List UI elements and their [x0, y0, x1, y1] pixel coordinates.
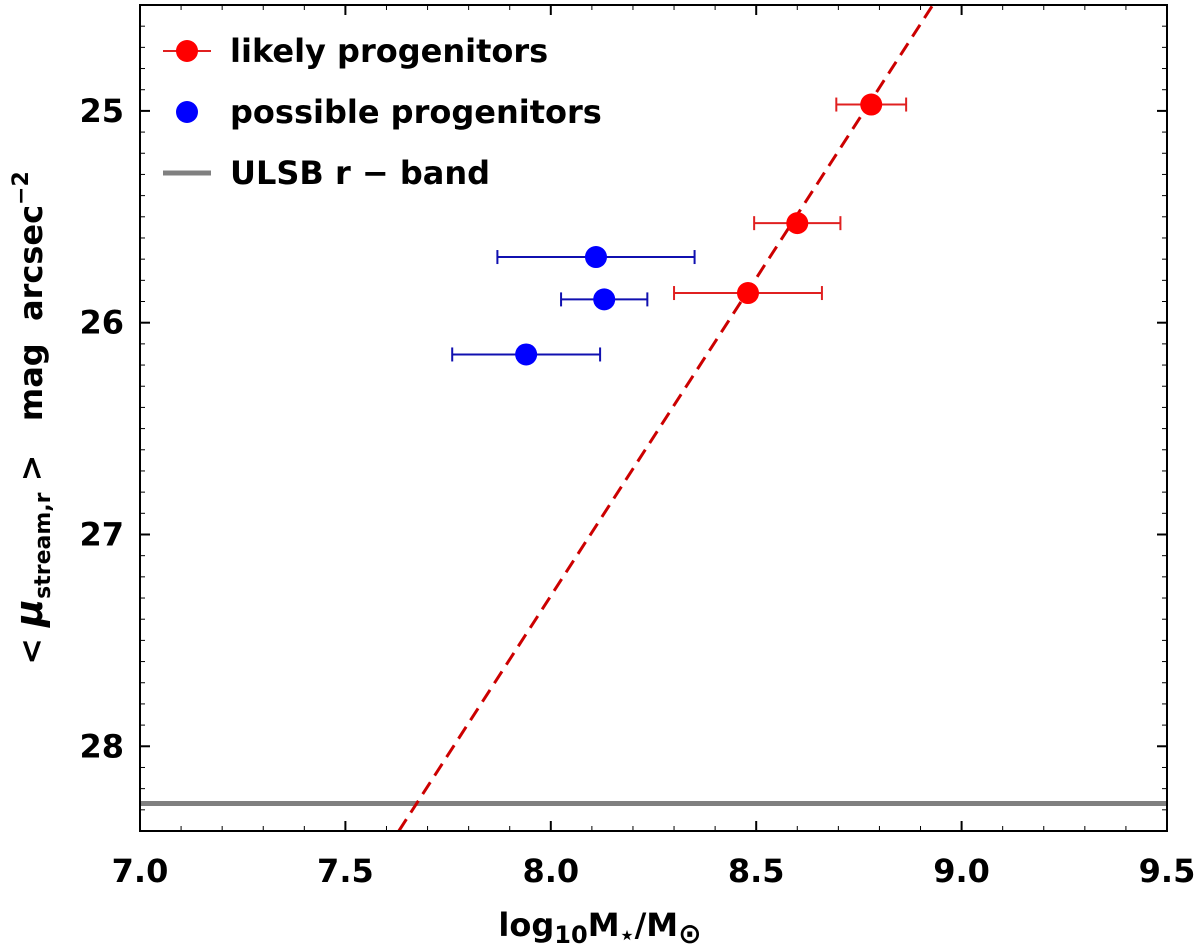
possible-point: [593, 288, 616, 311]
x-tick-label: 8.0: [522, 852, 579, 890]
y-tick-labels: 25 26 27 28: [79, 92, 124, 765]
legend-likely-label: likely progenitors: [230, 32, 548, 70]
likely-point: [786, 212, 809, 235]
x-tick-label: 8.5: [728, 852, 785, 890]
legend-item-ulsb: ULSB r − band: [163, 154, 490, 192]
legend-ulsb-label: ULSB r − band: [230, 154, 490, 192]
x-tick-label: 7.5: [317, 852, 374, 890]
x-axis-label: log10M⋆/M⊙: [498, 906, 701, 949]
x-tick-label: 9.0: [933, 852, 990, 890]
possible-point: [515, 343, 538, 366]
y-tick-label: 25: [79, 92, 124, 130]
x-tick-label: 9.5: [1139, 852, 1196, 890]
likely-point: [860, 93, 883, 116]
y-tick-label: 26: [79, 304, 124, 342]
y-tick-label: 28: [79, 727, 124, 765]
legend-possible-label: possible progenitors: [230, 93, 602, 131]
x-tick-label: 7.0: [112, 852, 169, 890]
legend: likely progenitors possible progenitors …: [163, 32, 602, 192]
x-tick-labels: 7.0 7.5 8.0 8.5 9.0 9.5: [112, 852, 1196, 890]
legend-item-possible: possible progenitors: [176, 93, 602, 131]
fit-line: [397, 4, 935, 832]
likely-point: [736, 282, 759, 305]
possible-point: [584, 246, 607, 269]
data-points: [451, 93, 908, 366]
legend-possible-marker: [176, 101, 198, 123]
y-tick-label: 27: [79, 515, 124, 553]
plot-frame: [139, 4, 1168, 832]
legend-item-likely: likely progenitors: [163, 32, 548, 70]
legend-likely-marker: [176, 40, 198, 62]
y-axis-label: < μstream,r > mag arcsec−2: [7, 171, 56, 665]
